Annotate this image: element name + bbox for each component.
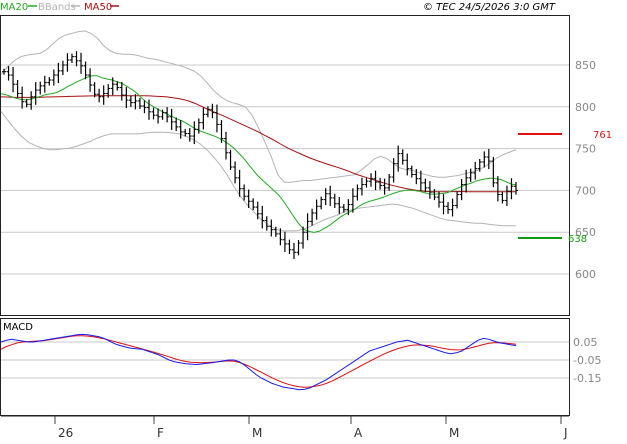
legend-ma20-label: MA20 [0,2,28,13]
price-tick-label: 600 [575,268,596,281]
ma20-line [0,75,517,233]
bband-upper [0,30,517,183]
macd-tick-label: -0.05 [573,354,601,367]
x-tick-label: F [157,426,164,440]
price-tick-label: 700 [575,184,596,197]
bband-lower [0,111,516,232]
price-tick-label: 650 [575,226,596,239]
price-panel-frame [0,15,570,316]
price-tick-label: 750 [575,143,596,156]
x-tick-label: 26 [58,426,73,440]
x-tick-label: J [563,426,568,440]
x-tick-label: M [252,426,262,440]
price-tick-label: 800 [575,101,596,114]
macd-line [0,333,517,391]
resistance-label: 761 [593,130,612,141]
macd-tick-label: 0.05 [573,336,598,349]
legend-bbands-label: BBands [38,2,76,13]
x-tick-label: M [449,426,459,440]
price-tick-label: 850 [575,59,596,72]
x-tick-label: A [354,426,363,440]
support-label: 638 [568,234,587,245]
signal-line [0,335,517,388]
legend-ma50-label: MA50 [84,2,112,13]
copyright-text: © TEC 24/5/2026 3:0 GMT [423,2,556,13]
macd-panel-frame [0,318,570,416]
macd-panel-label: MACD [3,322,33,333]
macd-tick-label: -0.15 [573,372,601,385]
